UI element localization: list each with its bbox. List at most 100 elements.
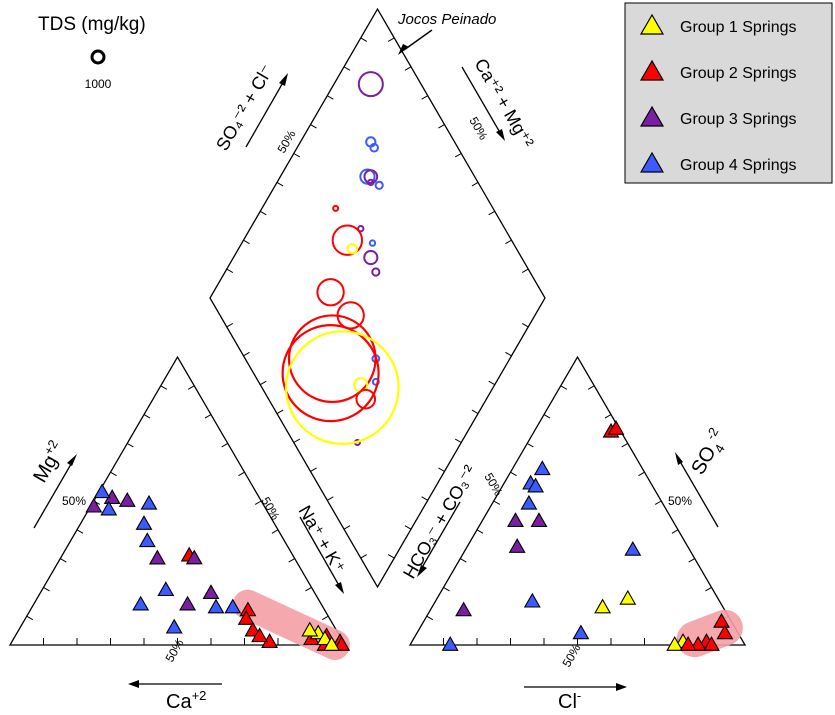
anion-point [533, 460, 551, 476]
cation-point [301, 621, 319, 637]
diamond-tick [421, 496, 428, 501]
anion-tick [587, 385, 595, 390]
cation-point [179, 595, 197, 611]
diamond-tick [226, 268, 234, 274]
tds-circle [346, 243, 359, 255]
diamond-tick [488, 380, 495, 386]
tds-circle [367, 178, 375, 187]
tds-circle [368, 239, 377, 247]
diamond-tick [404, 66, 412, 71]
so4-axis-label: SO4-2 [685, 425, 734, 481]
diamond-tick [260, 380, 267, 386]
cation-tick [26, 615, 34, 621]
anion-tick [476, 529, 484, 534]
nak-axis-label: Na⁺ + K⁺ [295, 502, 350, 577]
legend-entries: Group 1 Springs Group 2 Springs Group 3 Sp… [639, 13, 797, 174]
anion-tick [510, 471, 517, 477]
anion-tick [460, 558, 467, 563]
diamond-tick [276, 181, 284, 187]
anion-tick [688, 558, 695, 563]
anion-tick [638, 471, 645, 477]
cation-tick [43, 586, 50, 592]
diamond-fifty-right: 50% [466, 115, 490, 143]
anion-tick [621, 442, 628, 448]
anion-point [530, 512, 548, 527]
so4cl-axis-arrow [245, 78, 286, 148]
cation-tick [321, 615, 329, 621]
anion-fifty-left: 50% [481, 471, 505, 499]
legend-marker [639, 151, 665, 173]
cation-point [251, 627, 269, 643]
anion-point [607, 419, 625, 435]
anion-point [441, 635, 459, 651]
legend-label: Group 4 Springs [680, 157, 797, 174]
anion-tick [560, 385, 568, 390]
so4cl-axis-label: SO₄⁻² + Cl⁻ [212, 61, 277, 154]
anion-point [520, 494, 538, 510]
diamond-tick [471, 181, 479, 187]
anion-point [703, 635, 720, 651]
diamond-tick [421, 95, 428, 100]
legend-marker [639, 13, 665, 35]
cation-tick [187, 385, 195, 390]
nak-axis-arrowhead [335, 582, 344, 594]
cation-tick [254, 500, 262, 505]
diamond-tick [488, 210, 495, 216]
diamond-tick [521, 268, 529, 274]
anion-point [572, 624, 590, 640]
tds-legend-value: 1000 [85, 77, 112, 91]
diamond-tick [505, 351, 512, 357]
anion-tick [671, 529, 679, 534]
cl-axis-arrowhead [616, 683, 627, 691]
diamond-tick [471, 409, 479, 415]
diamond-tick [327, 95, 334, 100]
legend-marker [639, 59, 665, 81]
jocos-peinado-label: Jocos Peinado [397, 11, 496, 28]
tds-circle [371, 267, 381, 277]
cation-point [333, 635, 351, 651]
cation-point [138, 532, 156, 548]
anion-tick [705, 586, 712, 592]
cation-point [237, 610, 255, 625]
tds-circle [355, 388, 377, 410]
cation-point [207, 598, 225, 614]
anion-tick [654, 500, 662, 505]
tds-circle [316, 278, 345, 307]
diamond-tick [360, 554, 368, 559]
cation-fifty-left: 50% [62, 494, 86, 508]
diamond [209, 7, 546, 589]
diamond-tick [243, 351, 250, 357]
diamond-tick [454, 153, 462, 158]
cation-tick [288, 558, 295, 563]
cation-tick [221, 442, 228, 448]
cation-point [118, 491, 136, 507]
jocos-arrow-head [398, 44, 409, 55]
anion-fifty-right: 50% [668, 494, 692, 508]
anion-tick [527, 442, 534, 448]
anion-tick [493, 500, 501, 505]
svg-text:SO4-2: SO4-2 [685, 425, 734, 481]
cation-point [323, 635, 341, 651]
cl-axis-label: Cl- [558, 688, 581, 713]
mg-axis-arrow [33, 458, 75, 529]
cation-point [140, 494, 158, 510]
tds-legend-title: TDS (mg/kg) [38, 14, 146, 35]
anion-point [455, 601, 473, 617]
cation-tick [127, 442, 134, 448]
anion-tick [543, 414, 551, 419]
cation-point [100, 500, 118, 516]
tds-circle [331, 224, 364, 256]
camg-axis-arrowhead [496, 129, 505, 141]
diamond-tick [360, 37, 368, 42]
cation-tick [160, 385, 168, 390]
diamond-tick [521, 322, 529, 328]
anion-point [594, 598, 612, 614]
cation-point [135, 515, 153, 530]
cation-point [85, 497, 103, 513]
cation-point [132, 595, 150, 611]
anion-point [619, 589, 637, 605]
legend-label: Group 3 Springs [680, 111, 797, 128]
cation-fifty-right: 50% [258, 495, 282, 523]
jocos-arrow-line [403, 29, 433, 51]
